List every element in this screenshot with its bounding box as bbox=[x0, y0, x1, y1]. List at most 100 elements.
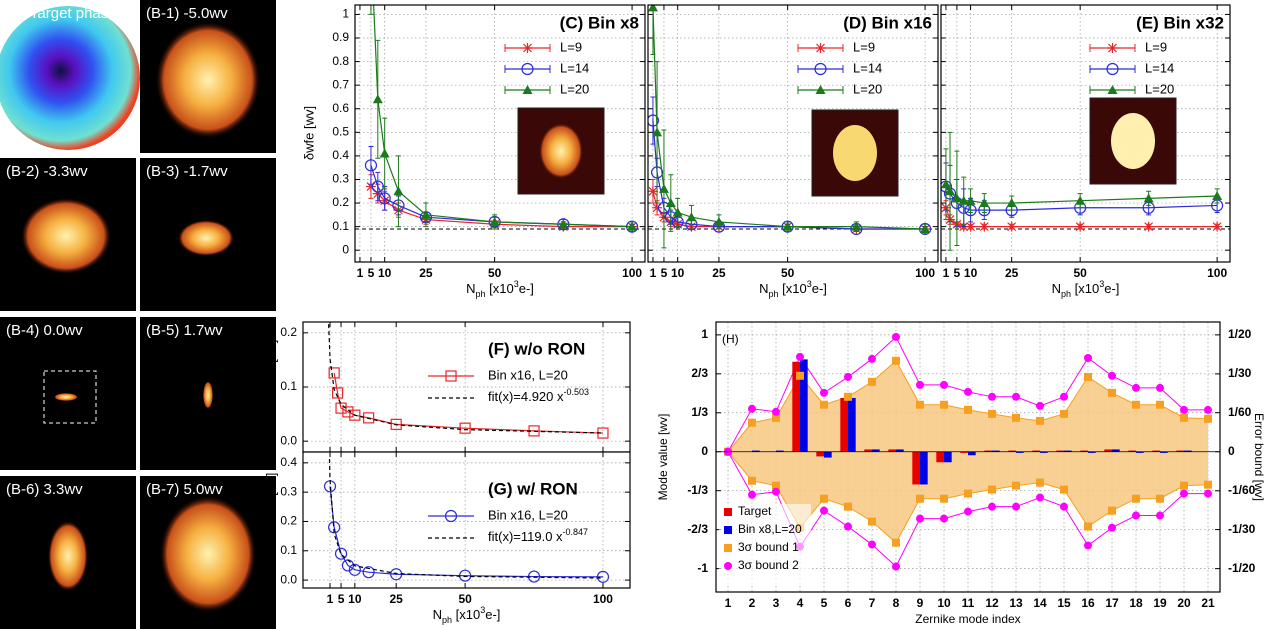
y-tick-label: 0.6 bbox=[332, 101, 349, 115]
inset-spot bbox=[833, 125, 877, 181]
y-tick-label: 0.7 bbox=[332, 77, 349, 91]
bar bbox=[984, 450, 992, 452]
x-axis-label-part: 3 bbox=[807, 279, 812, 289]
y-tick-label: 0.3 bbox=[332, 172, 349, 186]
y-tick-label: -1 bbox=[697, 561, 708, 575]
bound-point bbox=[1132, 494, 1140, 503]
bound-point bbox=[772, 481, 780, 490]
legend-marker bbox=[521, 62, 534, 76]
legend-marker bbox=[724, 526, 732, 534]
y-tick-label: 1 bbox=[342, 7, 349, 21]
data-point bbox=[965, 221, 976, 232]
y-tick-label: 0.0 bbox=[280, 572, 297, 586]
legend-marker bbox=[724, 508, 732, 516]
legend-label: L=20 bbox=[560, 81, 589, 96]
x-axis-label-part: ph bbox=[442, 615, 452, 625]
data-point bbox=[672, 207, 683, 217]
legend-errorbar bbox=[504, 44, 551, 52]
x-axis-label-part: e-] bbox=[519, 281, 534, 296]
x-tick-label: 25 bbox=[419, 266, 433, 280]
panel: 0.0 0.1 0.2 Bin x16, L=20 fit(x)=4.920 x-0.5… bbox=[263, 321, 631, 453]
bound-point bbox=[1156, 494, 1164, 503]
y-tick-label: 0.2 bbox=[280, 325, 297, 339]
data-point bbox=[658, 183, 669, 193]
data-point bbox=[1143, 193, 1154, 203]
bound-point bbox=[988, 409, 996, 418]
series-line bbox=[328, 459, 603, 579]
legend-marker bbox=[522, 85, 533, 94]
bound-point bbox=[916, 494, 924, 503]
y2-tick-label: -1/20 bbox=[1228, 561, 1256, 575]
legend-label: fit(x)=4.920 x-0.503 bbox=[488, 387, 589, 404]
x-tick-label: 50 bbox=[488, 266, 502, 280]
data-point bbox=[1143, 221, 1154, 232]
plot-area bbox=[941, 5, 1230, 262]
bound-point bbox=[844, 522, 852, 531]
x-tick-label: 10 bbox=[378, 266, 392, 280]
x-tick-label: 100 bbox=[593, 592, 613, 606]
data-point bbox=[558, 219, 569, 229]
bar bbox=[1032, 450, 1040, 452]
data-point bbox=[365, 181, 376, 192]
x-tick-label: 6 bbox=[845, 596, 852, 610]
panel: 00.10.20.30.40.50.60.70.80.911 5 10 25 50 100… bbox=[301, 4, 646, 299]
x-tick-label: 25 bbox=[1005, 266, 1019, 280]
x-axis-label-part: N bbox=[1052, 281, 1061, 296]
data-point bbox=[652, 127, 663, 137]
bound-point bbox=[988, 392, 996, 401]
y-tick-label: -2/3 bbox=[687, 522, 708, 536]
bound-point bbox=[844, 392, 852, 401]
data-point bbox=[372, 94, 383, 104]
bound-point bbox=[796, 352, 804, 361]
data-point bbox=[393, 186, 404, 196]
bound-point bbox=[892, 562, 900, 571]
bound-point bbox=[748, 404, 756, 413]
data-point bbox=[713, 216, 724, 226]
bound-point bbox=[1012, 413, 1020, 422]
legend-label: Target bbox=[738, 504, 772, 518]
data-point bbox=[348, 563, 361, 576]
x-tick-label: 10 bbox=[671, 266, 685, 280]
psf-spot bbox=[160, 496, 256, 612]
bar bbox=[1040, 451, 1048, 453]
legend-errorbar bbox=[797, 44, 844, 52]
psf-spot bbox=[203, 381, 213, 409]
bar bbox=[1136, 451, 1144, 453]
bar bbox=[848, 397, 856, 452]
x-tick-label: 4 bbox=[797, 596, 804, 610]
x-tick-label: 100 bbox=[915, 266, 935, 280]
data-point bbox=[782, 221, 793, 231]
legend-errorbar bbox=[1089, 44, 1136, 52]
bound-point bbox=[940, 380, 948, 389]
legend-marker bbox=[814, 62, 827, 76]
bound-point bbox=[1132, 383, 1140, 392]
x-tick-label: 21 bbox=[1201, 596, 1215, 610]
bound-point bbox=[844, 502, 852, 511]
x-tick-label: 10 bbox=[964, 266, 978, 280]
x-tick-label: 5 bbox=[954, 266, 961, 280]
data-point bbox=[627, 221, 638, 231]
bound-point bbox=[1156, 511, 1164, 520]
legend-label: 3σ bound 2 bbox=[738, 558, 799, 572]
bound-point bbox=[1108, 523, 1116, 532]
legend-label: L=9 bbox=[560, 39, 582, 54]
bound-point bbox=[940, 494, 948, 503]
y-tick-label: -1/3 bbox=[687, 483, 708, 497]
bar bbox=[840, 397, 848, 452]
legend-label-part: fit(x)=4.920 x bbox=[488, 389, 564, 404]
bound-point bbox=[820, 506, 828, 515]
series-line bbox=[329, 486, 603, 578]
series-group bbox=[328, 324, 609, 439]
legend-marker bbox=[1107, 85, 1118, 94]
bar bbox=[1016, 451, 1024, 453]
bar bbox=[992, 450, 1000, 452]
series-line bbox=[945, 207, 1218, 228]
legend-marker bbox=[444, 509, 458, 523]
y-tick-label: 0.1 bbox=[332, 219, 349, 233]
bound-point bbox=[820, 494, 828, 503]
bound-point bbox=[748, 476, 756, 485]
image-panel: 0.5mm (B-4) 0.0wv bbox=[0, 317, 136, 470]
x-axis-label-part: 3 bbox=[1099, 279, 1104, 289]
image-panel: (B-6) 3.3wv bbox=[0, 476, 136, 629]
data-point bbox=[420, 209, 431, 219]
